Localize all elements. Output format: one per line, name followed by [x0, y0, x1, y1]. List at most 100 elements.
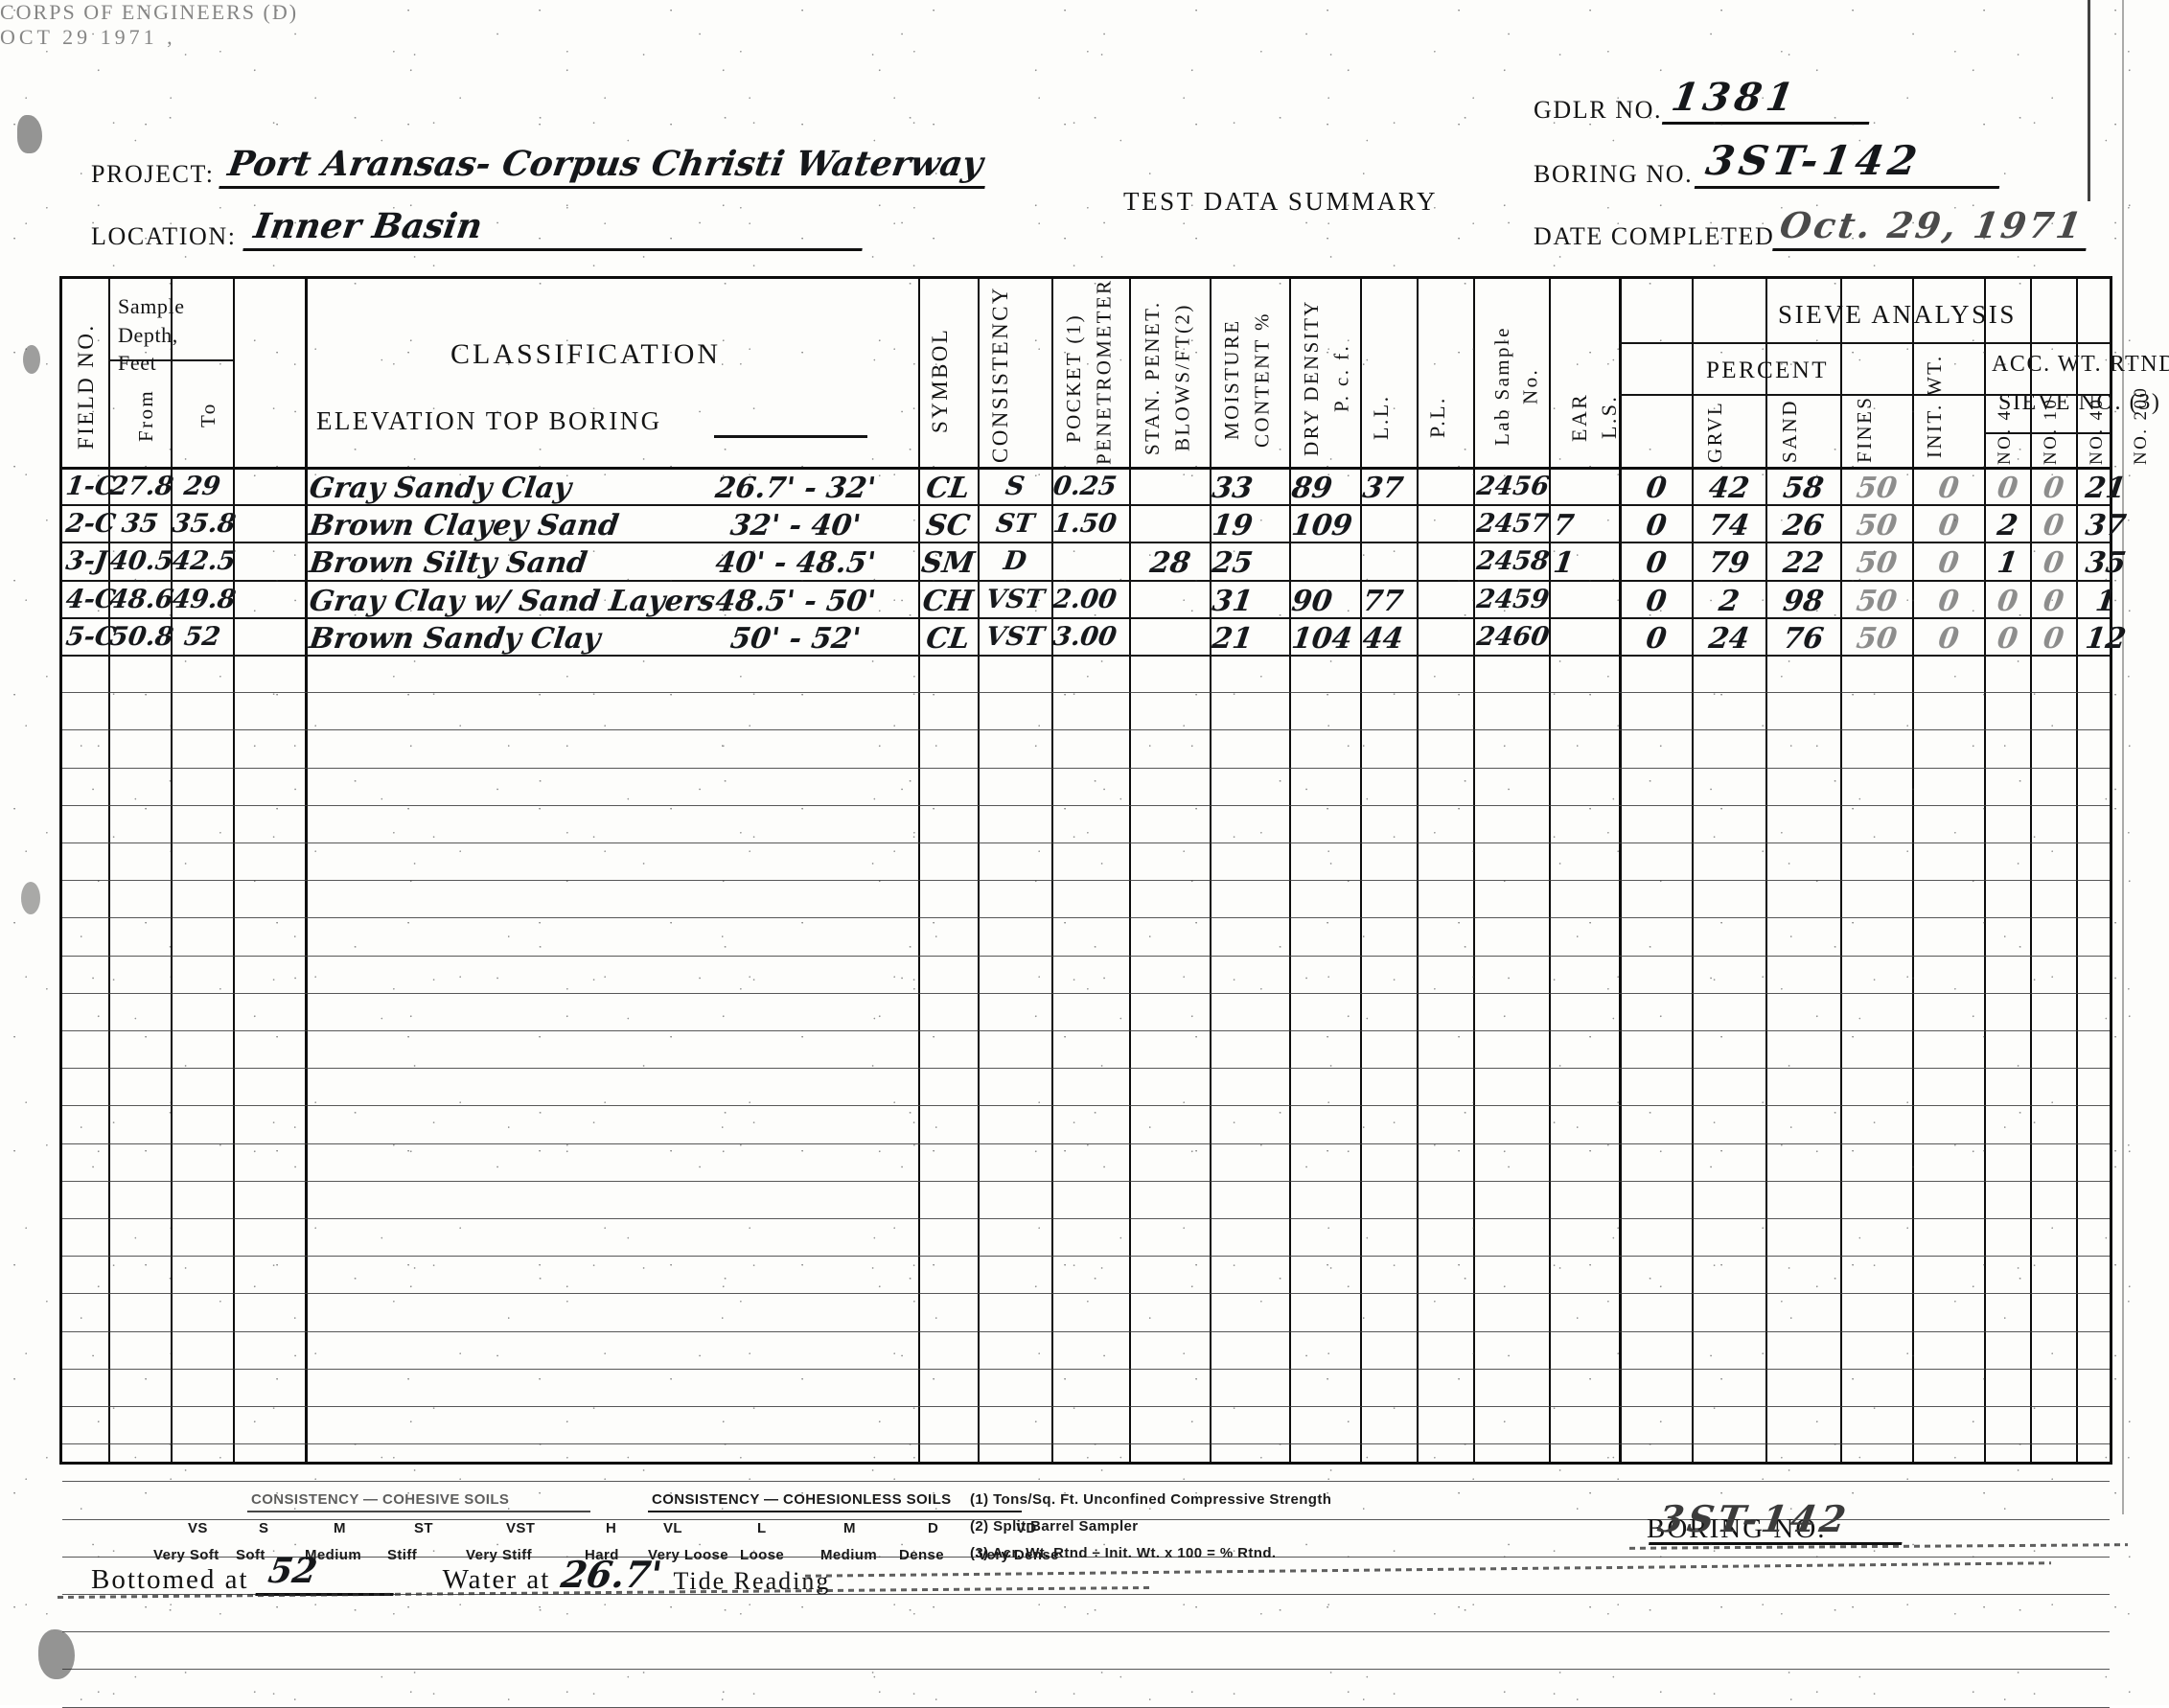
header-no-200: NO. 200 — [2131, 385, 2151, 465]
col-div-to — [233, 279, 235, 1462]
col-div-no4 — [1984, 279, 1986, 1462]
margin-smudge-1 — [17, 115, 42, 153]
cell-init-wt: 50 — [1854, 509, 1900, 543]
legend-cohesive-code: S — [259, 1520, 269, 1536]
col-div-sand — [1765, 279, 1767, 1462]
col-div-blows — [1129, 279, 1131, 1462]
cell-pocket-pen: 0.25 — [1050, 472, 1119, 501]
legend-cohesionless-underline — [648, 1511, 1022, 1512]
cell-grvl: 0 — [1644, 584, 1669, 618]
col-div-lab-sample — [1473, 279, 1475, 1462]
cell-field-no: 5-C — [63, 621, 118, 652]
cell-no-200: 37 — [2083, 509, 2129, 543]
cell-moisture: 19 — [1210, 509, 1256, 543]
header-from: From — [134, 388, 157, 442]
cell-no-40: 0 — [2041, 584, 2066, 618]
bottomed-water-line: Bottomed at 52 Water at 26.7' Tide Readi… — [91, 1551, 830, 1596]
header-lab-sample-no: Lab Sample No. — [1490, 326, 1542, 447]
cell-dry-density: 109 — [1289, 509, 1355, 543]
table-row-line — [62, 880, 2110, 882]
form-header: CORPS OF ENGINEERS (D) OCT 29 1971 , PRO… — [0, 0, 2169, 266]
cell-no-40: 0 — [2041, 472, 2066, 505]
cell-fines: 58 — [1781, 472, 1826, 505]
cell-pocket-pen: 3.00 — [1050, 621, 1119, 652]
cell-symbol: SC — [923, 509, 973, 543]
legend-cohesionless-name: Dense — [899, 1547, 945, 1563]
page-edge-right — [2088, 0, 2090, 201]
col-div-sieve-start — [1619, 279, 1622, 1462]
legend-cohesive-code: H — [606, 1520, 617, 1536]
header-stan-penet: STAN. PENET. BLOWS/FT(2) — [1141, 300, 1194, 455]
legend-note-3: (3) Acr. Wt. Rtnd ÷ Init. Wt. x 100 = % … — [970, 1545, 1277, 1561]
cell-to: 29 — [182, 472, 222, 501]
table-row-line — [62, 1293, 2110, 1295]
cell-from: 35 — [120, 509, 160, 540]
percent-sub-divider — [1692, 394, 1840, 396]
cell-consistency: S — [1004, 472, 1027, 501]
cell-classification: Brown Sandy Clay — [307, 621, 603, 656]
cell-no-40: 0 — [2041, 621, 2066, 656]
cell-grvl: 0 — [1644, 472, 1669, 505]
cell-consistency: VST — [983, 584, 1047, 614]
table-row-line — [62, 1330, 2110, 1332]
project-value: Port Aransas- Corpus Christi Waterway — [218, 144, 991, 189]
cell-no-10: 0 — [1995, 584, 2020, 618]
cell-sand: 24 — [1706, 621, 1752, 656]
col-div-classification — [305, 279, 308, 1462]
table-row-line — [62, 1669, 2110, 1671]
cell-no-200: 21 — [2083, 472, 2129, 505]
cell-field-no: 3-J — [63, 546, 109, 577]
header-sand: SAND — [1778, 399, 1801, 463]
cell-depth-range: 32' - 40' — [727, 509, 864, 543]
cell-dry-density: 89 — [1289, 472, 1335, 505]
legend-cohesive-code: VST — [506, 1520, 536, 1536]
cell-lab-sample: 2459 — [1474, 584, 1552, 614]
table-row-line — [62, 804, 2110, 806]
header-classification: CLASSIFICATION — [450, 338, 722, 370]
col-div-no40 — [2076, 279, 2078, 1462]
header-no-10: NO. 10 — [2041, 397, 2061, 465]
bottomed-label: Bottomed at — [91, 1564, 249, 1595]
cell-field-no: 2-C — [63, 509, 118, 540]
cell-to: 49.8 — [170, 584, 238, 614]
cell-lab-sample: 2457 — [1474, 509, 1552, 540]
legend-note-2: (2) Split Barrel Sampler — [970, 1518, 1139, 1535]
project-field: PROJECT: Port Aransas- Corpus Christi Wa… — [91, 144, 991, 189]
header-to: To — [196, 402, 219, 428]
header-init-wt: INIT. WT. — [1923, 354, 1946, 459]
faint-date-line: OCT 29 1971 , — [0, 25, 176, 49]
col-div-consistency — [978, 279, 980, 1462]
form-title: TEST DATA SUMMARY — [1123, 187, 1439, 216]
cell-no-10: 2 — [1995, 509, 2020, 543]
header-percent: PERCENT — [1706, 358, 1829, 383]
page-edge-outer — [2122, 0, 2124, 1514]
gdlr-value: 1381 — [1662, 75, 1878, 125]
date-completed-value: Oct. 29, 1971 — [1772, 204, 2094, 251]
table-row-line — [62, 692, 2110, 694]
cell-no-4: 0 — [1936, 621, 1961, 656]
footer-boring-value: 3ST-142 — [1649, 1497, 1909, 1545]
header-fines: FINES — [1853, 395, 1876, 463]
cell-symbol: SM — [919, 546, 977, 581]
table-row-line — [62, 842, 2110, 843]
cell-no-4: 0 — [1936, 509, 1961, 543]
table-row-line — [62, 955, 2110, 957]
cell-no-4: 0 — [1936, 584, 1961, 618]
elevation-blank-line — [714, 435, 867, 438]
cell-depth-range: 26.7' - 32' — [713, 472, 878, 505]
col-div-field-no — [108, 279, 110, 1462]
boring-no-field: BORING NO. 3ST-142 — [1534, 137, 2008, 189]
col-div-moisture — [1210, 279, 1211, 1462]
cell-from: 27.8 — [107, 472, 175, 501]
cell-fines: 26 — [1781, 509, 1826, 543]
cell-lab-sample: 2456 — [1474, 472, 1552, 501]
faint-corps-line: CORPS OF ENGINEERS (D) — [0, 0, 299, 24]
cell-grvl: 0 — [1644, 621, 1669, 656]
table-row-line — [62, 1068, 2110, 1070]
cell-depth-range: 48.5' - 50' — [713, 584, 878, 618]
cell-blows: 28 — [1147, 546, 1193, 581]
cell-ll: 44 — [1360, 621, 1406, 656]
bottomed-value: 52 — [254, 1551, 401, 1596]
cell-consistency: ST — [994, 509, 1036, 540]
